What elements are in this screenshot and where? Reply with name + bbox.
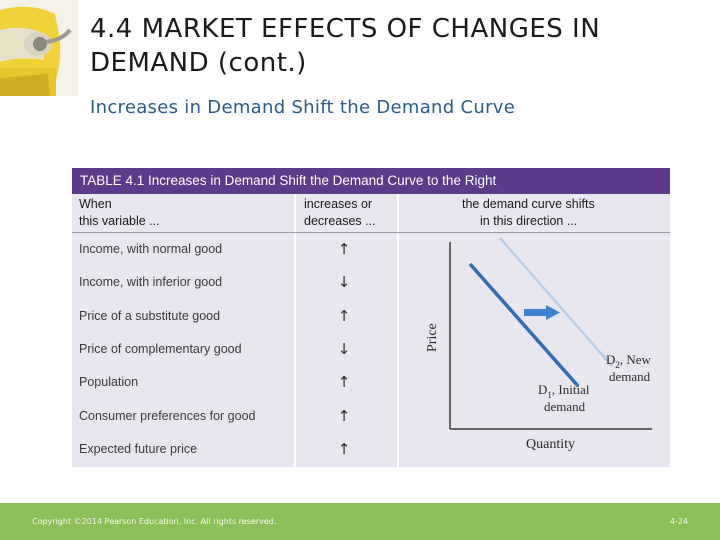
copyright-text: Copyright ©2014 Pearson Education, Inc. …: [32, 517, 277, 526]
d1-label: D1, Initial: [538, 382, 590, 400]
down-arrow-icon: ↓: [337, 339, 351, 358]
new-demand-curve-d2: [499, 237, 613, 367]
table-row-variable: Population: [79, 375, 139, 390]
table-caption: TABLE 4.1 Increases in Demand Shift the …: [72, 168, 670, 194]
up-arrow-icon: ↑: [337, 306, 351, 325]
corner-car-image: [0, 0, 78, 96]
table-row-variable: Income, with normal good: [79, 242, 223, 256]
down-arrow-icon: ↓: [337, 273, 351, 292]
up-arrow-icon: ↑: [337, 240, 351, 258]
rightward-shift-arrow: [524, 305, 560, 320]
d2-label: D2, New: [606, 352, 652, 370]
demand-shift-table: TABLE 4.1 Increases in Demand Shift the …: [72, 168, 670, 467]
d2-label-line2: demand: [609, 369, 651, 384]
table-row-variable: Expected future price: [79, 441, 198, 456]
initial-demand-curve-d1: [468, 262, 580, 388]
demand-shift-graph: Price Quantity D2, New demand D1, Initia…: [425, 237, 652, 452]
up-arrow-icon: ↑: [337, 439, 351, 458]
col-head-change: increases or decreases ...: [304, 197, 376, 228]
table-row-variable: Price of a substitute good: [79, 308, 221, 323]
column-divider: [294, 194, 296, 467]
y-axis-label: Price: [425, 323, 440, 352]
footer-bar: Copyright ©2014 Pearson Education, Inc. …: [0, 503, 720, 540]
slide-subtitle: Increases in Demand Shift the Demand Cur…: [90, 97, 516, 118]
x-axis-label: Quantity: [526, 437, 575, 452]
table-row-variable: Income, with inferior good: [79, 275, 223, 290]
slide-title: 4.4 MARKET EFFECTS OF CHANGES IN DEMAND …: [90, 14, 601, 78]
d1-label-line2: demand: [544, 399, 586, 414]
col-head-variable: When this variable ...: [79, 197, 160, 228]
up-arrow-icon: ↑: [337, 373, 351, 392]
column-divider: [397, 194, 399, 467]
header-rule: [72, 232, 670, 233]
table-row-variable: Consumer preferences for good: [79, 408, 256, 423]
up-arrow-icon: ↑: [337, 406, 351, 425]
col-head-direction: the demand curve shifts in this directio…: [462, 197, 595, 228]
table-row-variable: Price of complementary good: [79, 341, 242, 356]
page-number: 4-24: [669, 517, 688, 526]
